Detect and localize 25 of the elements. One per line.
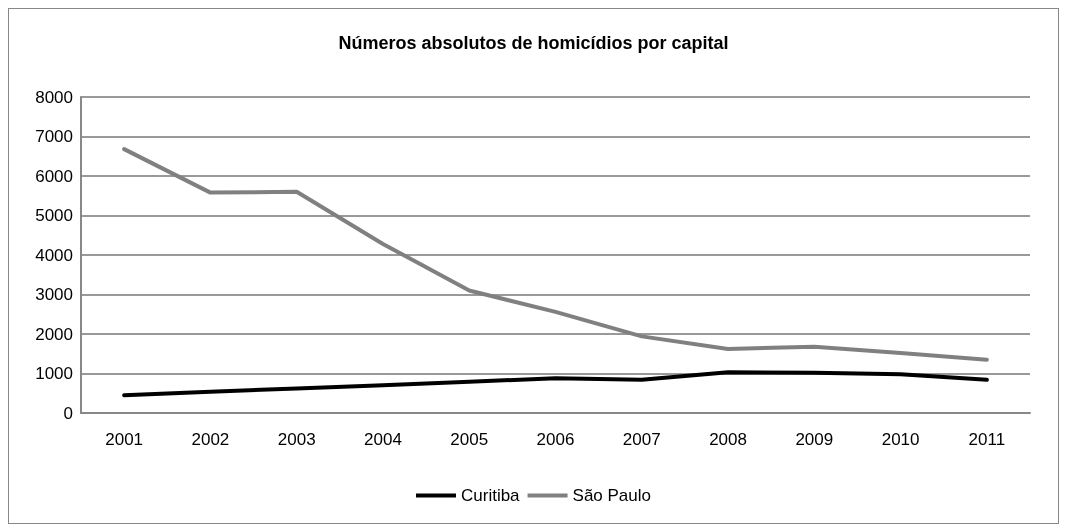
y-tick-label: 8000 (35, 87, 73, 107)
y-tick-label: 0 (63, 403, 73, 423)
y-tick-label: 7000 (35, 127, 73, 146)
line-series (122, 370, 989, 398)
x-tick-label: 2005 (450, 430, 489, 449)
x-tick-label: 2008 (709, 430, 747, 449)
line-series (122, 147, 989, 362)
x-tick-label: 2007 (622, 430, 661, 449)
x-tick-label: 2003 (277, 430, 316, 449)
x-tick-label: 2009 (795, 430, 834, 449)
y-tick-label: 4000 (35, 245, 73, 265)
x-tick-label: 2004 (364, 430, 402, 449)
x-tick-label: 2001 (105, 430, 144, 449)
y-tick-label: 1000 (35, 364, 73, 383)
chart-title: Números absolutos de homicídios por capital (338, 33, 729, 53)
legend-label: São Paulo (572, 486, 652, 505)
x-tick-label: 2011 (968, 430, 1006, 449)
x-tick-label: 2002 (191, 430, 230, 449)
y-tick-label: 6000 (35, 166, 73, 186)
x-tick-label: 2010 (881, 430, 920, 449)
y-tick-label: 2000 (35, 324, 73, 344)
y-tick-label: 3000 (35, 285, 73, 304)
legend-label: Curitiba (460, 486, 521, 505)
x-tick-label: 2006 (536, 430, 575, 449)
y-tick-label: 5000 (35, 206, 73, 225)
